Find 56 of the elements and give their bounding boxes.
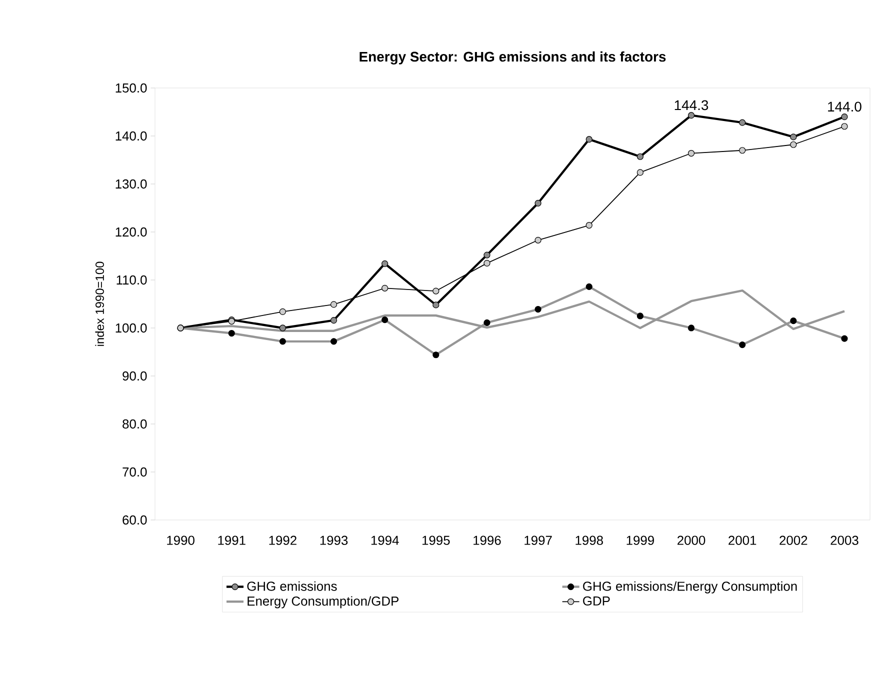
x-tick-label: 2003 xyxy=(830,536,858,545)
point xyxy=(739,119,746,126)
y-tick-label: 60.0 xyxy=(122,515,147,525)
point xyxy=(534,236,542,244)
legend-label: Energy Consumption/GDP xyxy=(248,596,398,608)
legend-label: GDP xyxy=(583,596,610,606)
point xyxy=(432,302,440,308)
x-tick-label: 1994 xyxy=(371,536,399,545)
x-tick-label: 1992 xyxy=(269,536,296,545)
y-tick-label: 140.0 xyxy=(116,131,147,141)
x-tick-label: 1999 xyxy=(626,536,654,545)
point xyxy=(484,252,490,258)
x-tick-label: 1991 xyxy=(218,536,246,545)
legend-label: GHG emissions/Energy Consumption xyxy=(583,581,797,594)
y-axis-title: index 1990=100 xyxy=(95,262,104,346)
point xyxy=(382,260,388,267)
point xyxy=(382,284,388,292)
point xyxy=(484,260,490,266)
annotation: 144.3 xyxy=(674,100,708,110)
point xyxy=(790,141,797,148)
legend-label: GHG emissions xyxy=(247,581,337,591)
point xyxy=(636,169,644,176)
x-tick-label: 1996 xyxy=(474,536,501,545)
y-tick-label: 150.0 xyxy=(116,83,147,93)
x-tick-label: 1995 xyxy=(422,536,450,545)
x-tick-label: 1998 xyxy=(576,536,603,545)
point xyxy=(739,147,746,154)
y-tick-label: 100.0 xyxy=(116,323,147,333)
point xyxy=(432,288,440,294)
x-tick-label: 2001 xyxy=(728,536,756,545)
x-tick-label: 2000 xyxy=(678,536,706,545)
point xyxy=(534,200,542,206)
point xyxy=(586,136,592,143)
point xyxy=(279,308,286,315)
point xyxy=(279,324,286,332)
point xyxy=(790,134,797,140)
x-tick-label: 2002 xyxy=(780,536,808,545)
y-tick-label: 120.0 xyxy=(116,227,147,237)
y-tick-label: 80.0 xyxy=(122,419,147,429)
y-tick-label: 90.0 xyxy=(122,371,147,381)
y-tick-label: 130.0 xyxy=(116,179,147,189)
y-tick-label: 110.0 xyxy=(116,275,147,285)
point xyxy=(688,150,695,157)
point xyxy=(586,222,592,229)
point xyxy=(841,113,848,120)
point xyxy=(841,123,848,130)
annotation: 144.0 xyxy=(828,102,862,112)
point xyxy=(330,301,338,308)
point xyxy=(688,112,695,119)
y-tick-label: 70.0 xyxy=(122,467,147,477)
chart-title: Energy Sector: GHG emissions and its factors xyxy=(360,51,666,64)
x-tick-label: 1990 xyxy=(167,536,194,545)
x-tick-label: 1993 xyxy=(320,536,348,545)
x-tick-label: 1997 xyxy=(524,536,552,545)
point xyxy=(636,153,644,160)
point xyxy=(330,317,338,324)
